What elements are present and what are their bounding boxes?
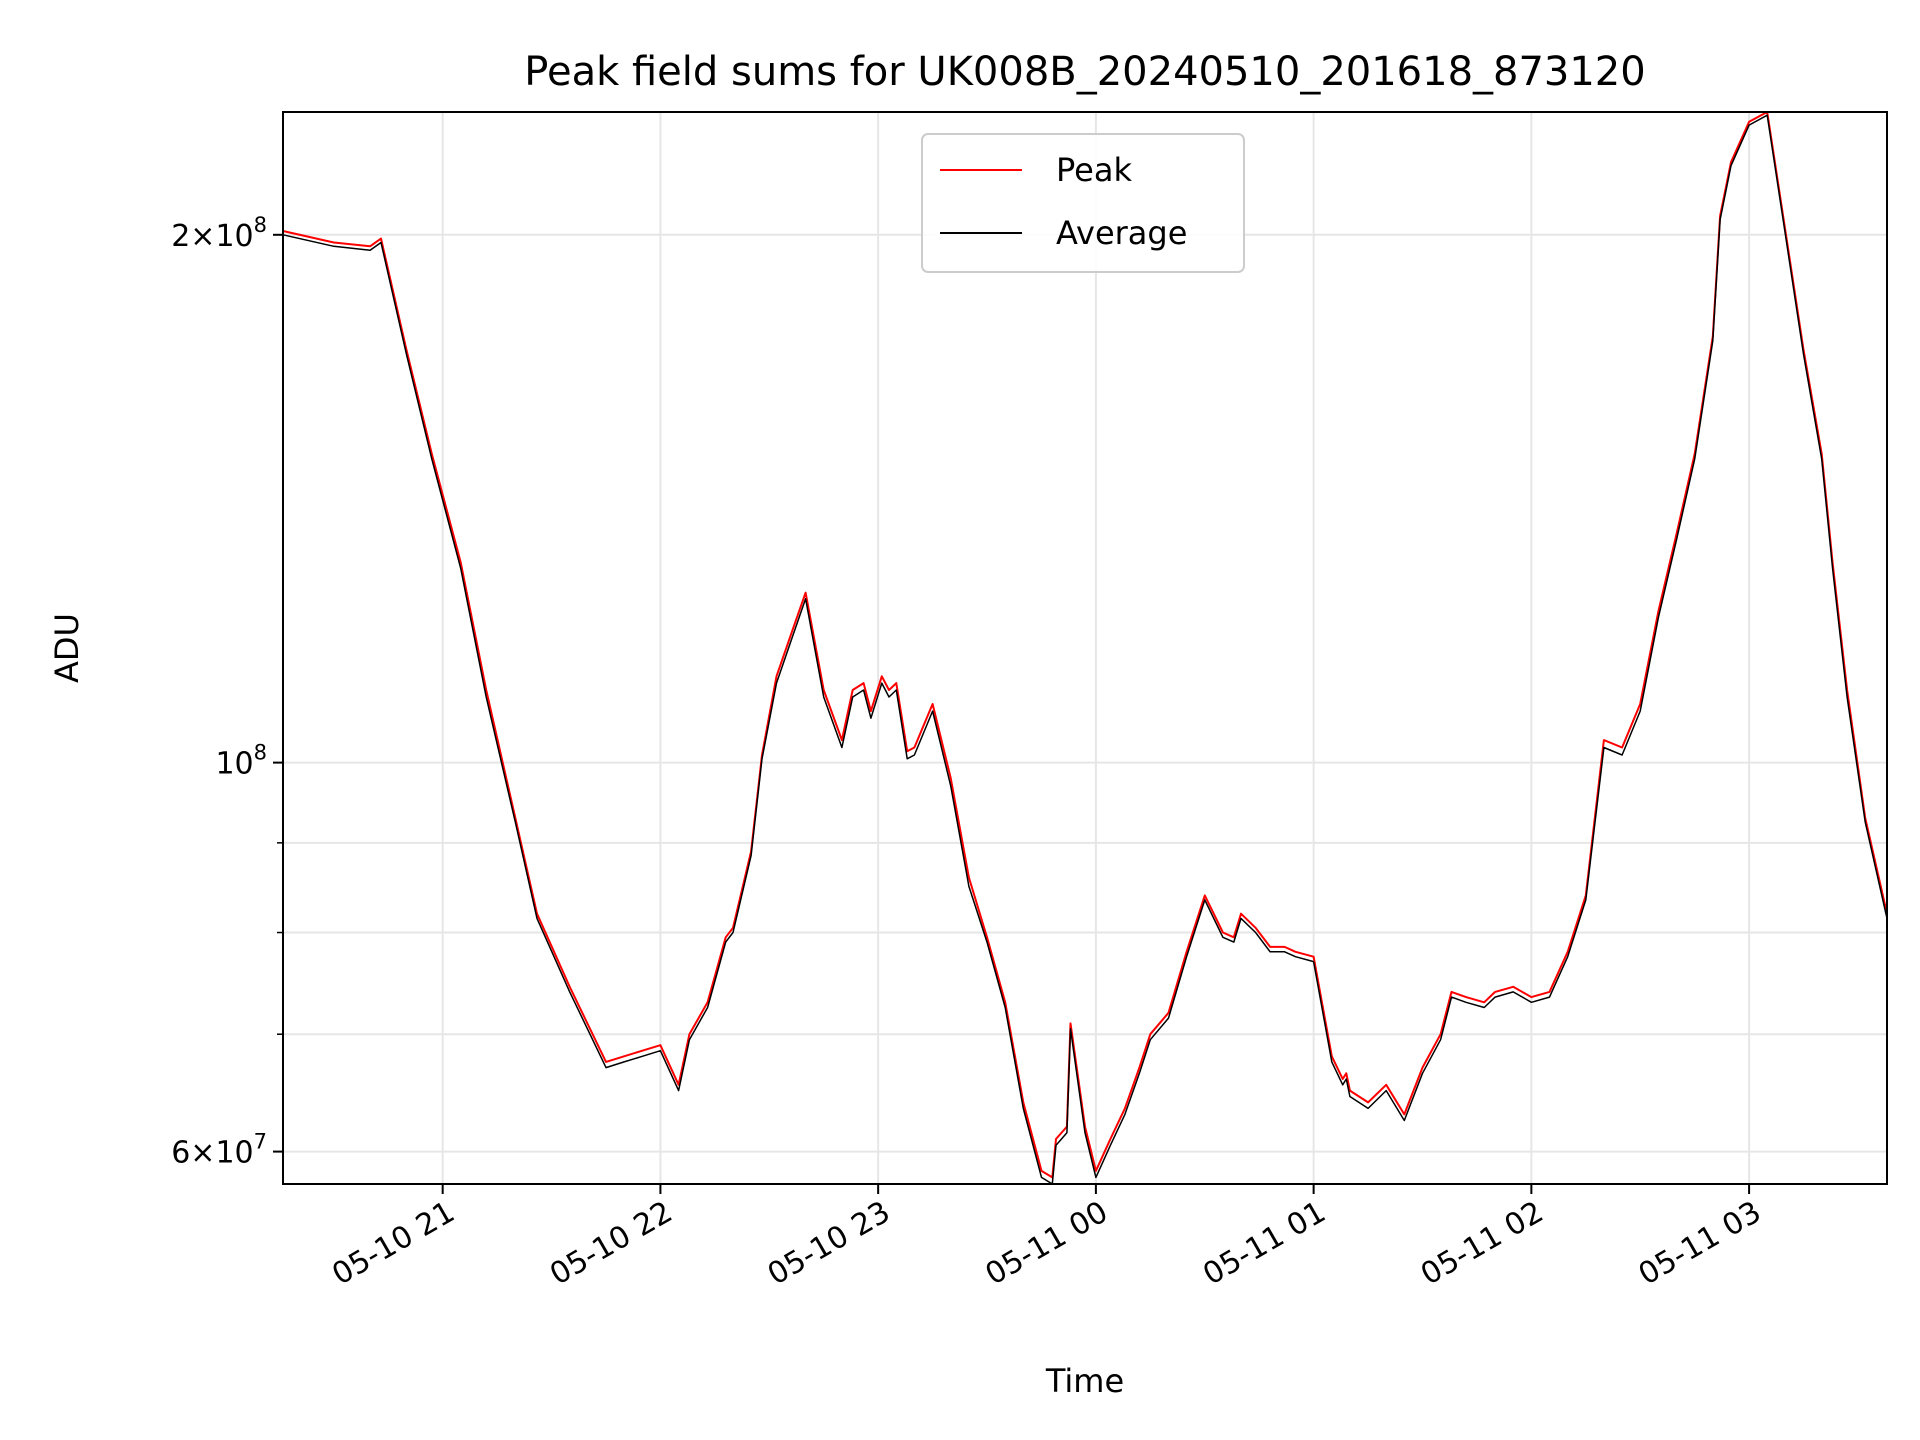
y-tick-label: 108: [215, 741, 267, 782]
y-tick-label: 6×107: [171, 1130, 267, 1171]
legend-label-peak: Peak: [1056, 151, 1132, 189]
legend-box: [921, 133, 1245, 273]
x-axis-title: Time: [1045, 1362, 1124, 1400]
series-line-average: [282, 114, 1888, 1185]
y-axis: 6×107 108 2×108: [171, 213, 283, 1171]
series-line-peak: [282, 111, 1888, 1179]
plot-area: [282, 111, 1888, 1185]
legend-label-average: Average: [1056, 214, 1187, 252]
legend: Peak Average: [921, 133, 1245, 273]
y-tick-label: 2×108: [171, 213, 267, 254]
y-axis-title: ADU: [48, 613, 86, 683]
chart-title: Peak field sums for UK008B_20240510_2016…: [524, 49, 1645, 95]
plot-frame: [282, 111, 1888, 1185]
